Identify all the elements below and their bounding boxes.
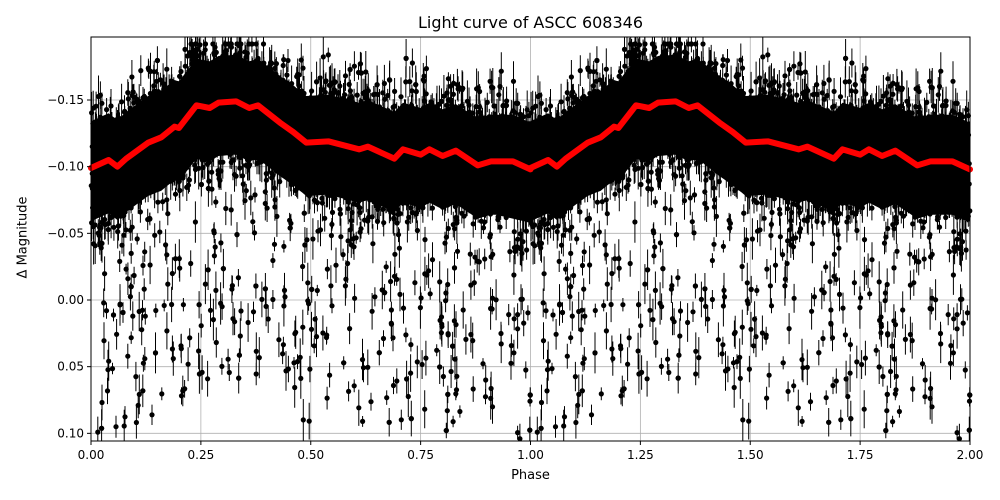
x-axis-label: Phase	[511, 468, 550, 483]
chart-title: Light curve of ASCC 608346	[417, 13, 644, 32]
binned-mean-curve	[88, 98, 973, 173]
observation-points	[88, 37, 973, 442]
y-axis-label: Δ Magnitude	[15, 196, 31, 279]
y-axis-ticks: −0.15−0.10−0.050.000.050.10	[47, 93, 91, 440]
x-axis-ticks: 0.00 0.25 0.50 0.75 1.00 1.25 1.50 1.75 2.00	[78, 441, 983, 462]
